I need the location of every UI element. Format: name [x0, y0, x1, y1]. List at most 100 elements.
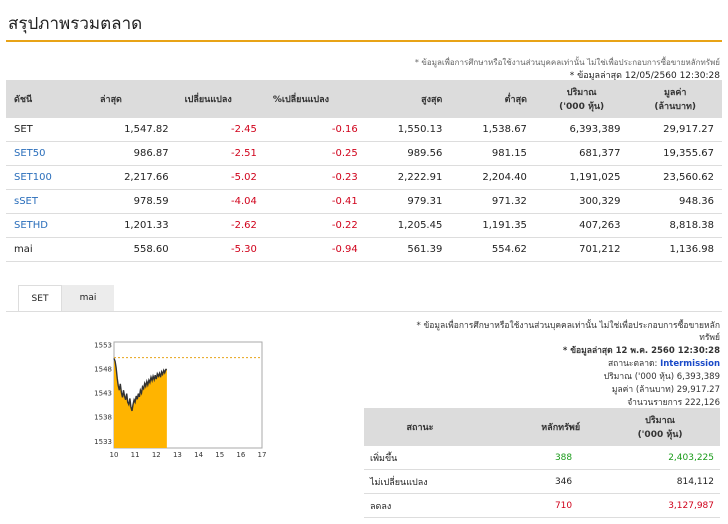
- last-value: 2,217.66: [92, 165, 177, 190]
- change-value: -5.02: [176, 165, 265, 190]
- tab-mai[interactable]: mai: [62, 285, 114, 311]
- col-status: สถานะ: [364, 408, 476, 446]
- change-value: -2.51: [176, 141, 265, 166]
- tab-divider: [6, 311, 722, 312]
- low-value: 554.62: [450, 237, 535, 262]
- x-tick-label: 12: [152, 451, 161, 459]
- value-value: 1,136.98: [628, 237, 722, 262]
- tab-set[interactable]: SET: [18, 285, 62, 312]
- value-value: 23,560.62: [628, 165, 722, 190]
- x-tick-label: 16: [236, 451, 245, 459]
- col-volume: ปริมาณ ('000 หุ้น): [534, 80, 629, 118]
- table-row: ลดลง 710 3,127,987: [364, 493, 720, 518]
- market-volume-label: ปริมาณ ('000 หุ้น): [603, 372, 675, 382]
- status-label: เพิ่มขึ้น: [364, 446, 476, 470]
- col-pct-change: %เปลี่ยนแปลง: [264, 80, 366, 118]
- status-volume: 3,127,987: [600, 493, 720, 518]
- table-row: SETHD 1,201.33 -2.62 -0.22 1,205.45 1,19…: [6, 213, 722, 238]
- securities-count: 710: [476, 493, 601, 518]
- status-volume: 814,112: [600, 469, 720, 494]
- volume-value: 407,263: [534, 213, 629, 238]
- last-value: 1,201.33: [92, 213, 177, 238]
- change-value: -5.30: [176, 237, 265, 262]
- status-volume: 2,403,225: [600, 446, 720, 470]
- high-value: 2,222.91: [365, 165, 451, 190]
- volume-value: 701,212: [534, 237, 629, 262]
- disclaimer-line-1: * ข้อมูลเพื่อการศึกษาหรือใช้งานส่วนบุคคล…: [416, 321, 720, 331]
- pct-change-value: -0.41: [264, 189, 366, 214]
- value-value: 8,818.38: [628, 213, 722, 238]
- index-link[interactable]: SET100: [6, 165, 92, 190]
- pct-change-value: -0.94: [264, 237, 366, 262]
- table-row: mai 558.60 -5.30 -0.94 561.39 554.62 701…: [6, 237, 722, 262]
- change-value: -4.04: [176, 189, 265, 214]
- last-value: 1,547.82: [92, 118, 177, 142]
- y-tick-label: 1533: [94, 438, 112, 446]
- high-value: 989.56: [365, 141, 451, 166]
- x-tick-label: 15: [215, 451, 224, 459]
- high-value: 1,550.13: [365, 118, 451, 142]
- status-label: ลดลง: [364, 493, 476, 518]
- low-value: 971.32: [450, 189, 535, 214]
- market-trades: จำนวนรายการ 222,126: [627, 395, 720, 409]
- value-value: 29,917.27: [628, 118, 722, 142]
- low-value: 981.15: [450, 141, 535, 166]
- table-row: SET 1,547.82 -2.45 -0.16 1,550.13 1,538.…: [6, 118, 722, 142]
- y-tick-label: 1538: [94, 414, 112, 422]
- market-status: สถานะตลาด: Intermission: [608, 356, 720, 370]
- volume-value: 6,393,389: [534, 118, 629, 142]
- market-last-update: * ข้อมูลล่าสุด 12 พ.ค. 2560 12:30:28: [562, 346, 720, 356]
- col-low: ต่ำสุด: [450, 80, 535, 118]
- market-status-value: Intermission: [660, 359, 720, 369]
- table-row: เพิ่มขึ้น 388 2,403,225: [364, 446, 720, 470]
- volume-value: 1,191,025: [534, 165, 629, 190]
- y-tick-label: 1543: [94, 390, 112, 398]
- low-value: 1,191.35: [450, 213, 535, 238]
- pct-change-value: -0.22: [264, 213, 366, 238]
- table-row: SET50 986.87 -2.51 -0.25 989.56 981.15 6…: [6, 141, 722, 166]
- col-last: ล่าสุด: [92, 80, 177, 118]
- market-trades-label: จำนวนรายการ: [627, 398, 683, 408]
- high-value: 1,205.45: [365, 213, 451, 238]
- last-update: * ข้อมูลล่าสุด 12/05/2560 12:30:28: [569, 71, 720, 81]
- y-tick-label: 1548: [94, 366, 112, 374]
- index-name: SET: [6, 118, 92, 142]
- change-value: -2.62: [176, 213, 265, 238]
- high-value: 979.31: [365, 189, 451, 214]
- market-value-label: มูลค่า (ล้านบาท): [611, 385, 675, 395]
- last-value: 978.59: [92, 189, 177, 214]
- pct-change-value: -0.23: [264, 165, 366, 190]
- y-tick-label: 1553: [94, 341, 112, 349]
- price-area: [114, 358, 167, 448]
- col-high: สูงสุด: [365, 80, 451, 118]
- index-name: mai: [6, 237, 92, 262]
- pct-change-value: -0.16: [264, 118, 366, 142]
- market-trades-value: 222,126: [684, 398, 720, 408]
- table-row: ไม่เปลี่ยนแปลง 346 814,112: [364, 469, 720, 494]
- disclaimer-line-2: ทรัพย์: [699, 333, 720, 343]
- col-value: มูลค่า (ล้านบาท): [628, 80, 722, 118]
- low-value: 1,538.67: [450, 118, 535, 142]
- securities-count: 388: [476, 446, 601, 470]
- index-link[interactable]: sSET: [6, 189, 92, 214]
- volume-value: 300,329: [534, 189, 629, 214]
- last-value: 558.60: [92, 237, 177, 262]
- market-status-label: สถานะตลาด:: [607, 359, 658, 369]
- index-link[interactable]: SETHD: [6, 213, 92, 238]
- value-value: 19,355.67: [628, 141, 722, 166]
- col-adv-volume: ปริมาณ ('000 หุ้น): [600, 408, 720, 446]
- high-value: 561.39: [365, 237, 451, 262]
- low-value: 2,204.40: [450, 165, 535, 190]
- page-title: สรุปภาพรวมตลาด: [8, 14, 143, 34]
- table-row: SET100 2,217.66 -5.02 -0.23 2,222.91 2,2…: [6, 165, 722, 190]
- intraday-chart: 1553 1548 1543 1538 1533 10 11 12 13 14 15 16 17: [94, 341, 266, 459]
- index-table: ดัชนี ล่าสุด เปลี่ยนแปลง %เปลี่ยนแปลง สู…: [6, 80, 722, 262]
- volume-value: 681,377: [534, 141, 629, 166]
- price-line: [113, 358, 167, 412]
- table-row: sSET 978.59 -4.04 -0.41 979.31 971.32 30…: [6, 189, 722, 214]
- market-value: มูลค่า (ล้านบาท) 29,917.27: [612, 382, 720, 396]
- x-tick-label: 14: [194, 451, 203, 459]
- market-volume: ปริมาณ ('000 หุ้น) 6,393,389: [604, 369, 720, 383]
- last-value: 986.87: [92, 141, 177, 166]
- index-link[interactable]: SET50: [6, 141, 92, 166]
